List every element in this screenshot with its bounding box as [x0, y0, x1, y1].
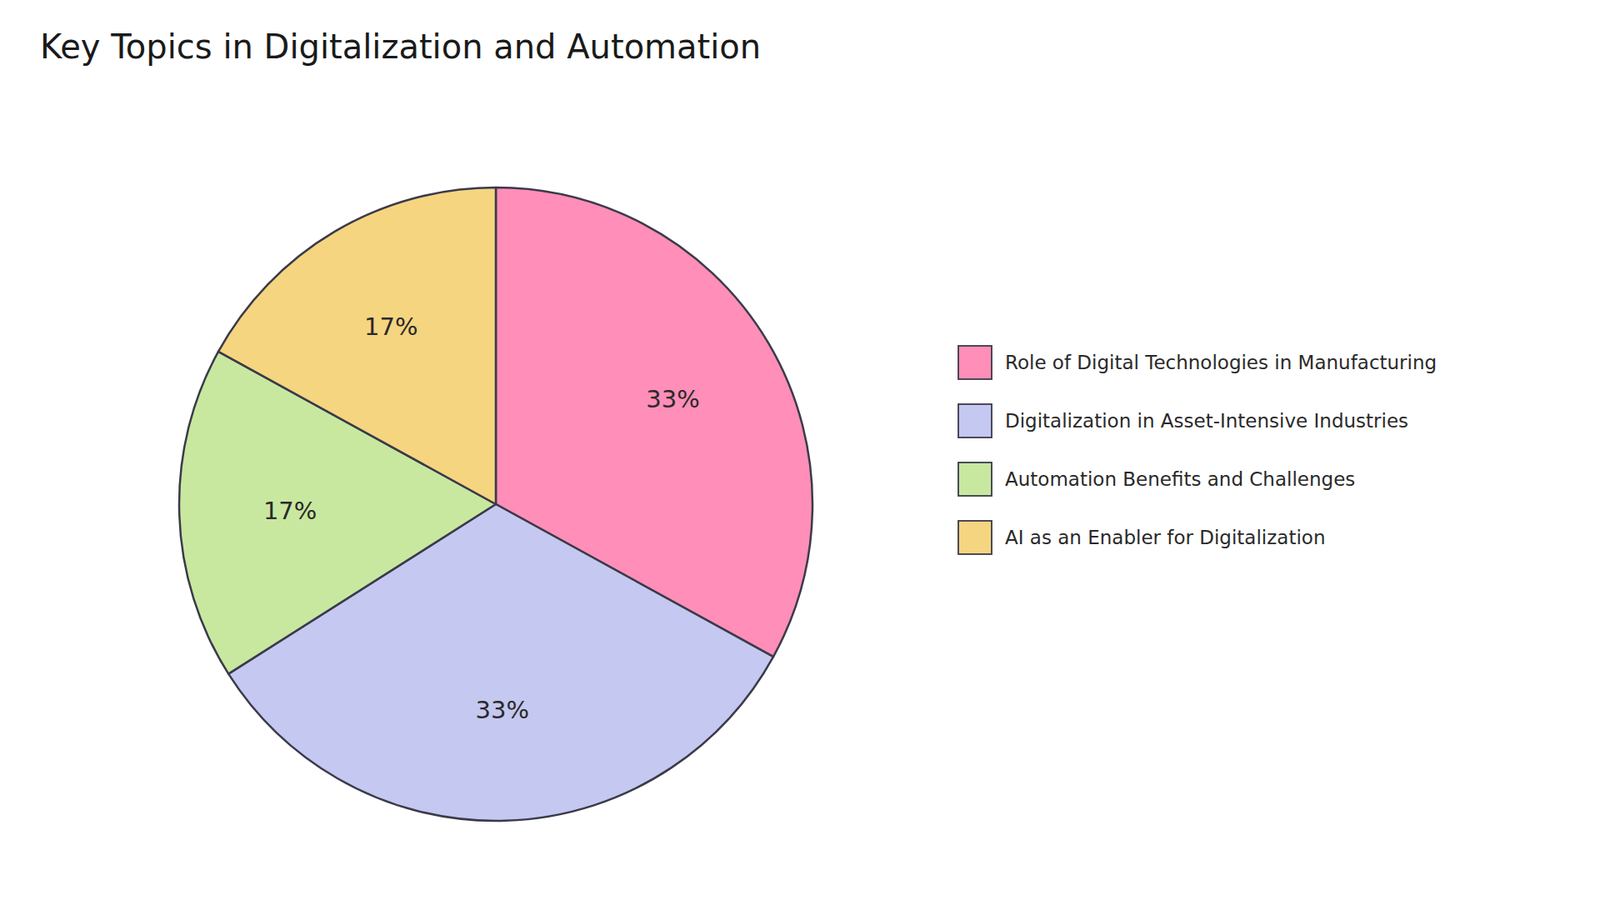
title: Key Topics in Digitalization and Automat…	[40, 27, 761, 66]
data-label: 33%	[645, 385, 700, 414]
pie-slice	[218, 187, 496, 505]
chart-container: Key Topics in Digitalization and Automat…	[0, 0, 1600, 900]
data-labels: 33% 33% 17% 17%	[263, 312, 700, 724]
legend-swatch	[958, 520, 992, 555]
data-label: 17%	[364, 312, 418, 341]
legend-entry: Role of Digital Technologies in Manufact…	[1005, 351, 1437, 374]
pie	[179, 187, 813, 821]
data-label: 33%	[475, 695, 530, 725]
background	[0, 0, 1600, 900]
legend: Role of Digital Technologies in Manufact…	[958, 345, 1437, 555]
legend-entry: Automation Benefits and Challenges	[1005, 468, 1355, 490]
legend-swatch	[958, 462, 992, 496]
chart-svg: Key Topics in Digitalization and Automat…	[0, 0, 1600, 900]
legend-entry: Digitalization in Asset-Intensive Indust…	[1005, 410, 1409, 432]
page: {"chart_data": {"type": "pie", "title": …	[0, 0, 1600, 900]
legend-entry: AI as an Enabler for Digitalization	[1005, 526, 1325, 549]
data-label: 17%	[263, 496, 317, 525]
legend-swatch	[958, 404, 992, 438]
legend-swatch	[958, 345, 992, 380]
